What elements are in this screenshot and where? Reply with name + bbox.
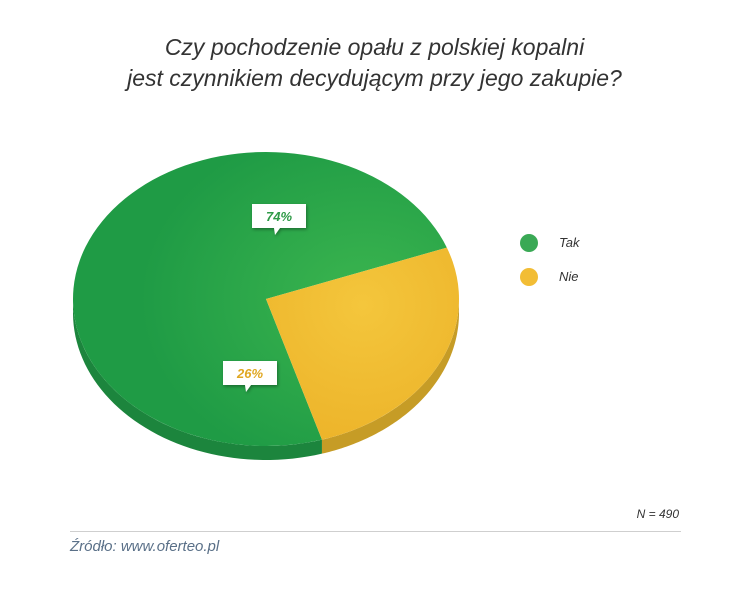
legend-swatch bbox=[520, 234, 538, 252]
chart-title-line-2: jest czynnikiem decydującym przy jego za… bbox=[127, 65, 622, 91]
data-label-tak: 74% bbox=[252, 204, 306, 235]
legend-item-tak: Tak bbox=[520, 234, 581, 252]
legend-swatch bbox=[520, 268, 538, 286]
pie-side-nie bbox=[321, 300, 459, 454]
sample-size: N = 490 bbox=[636, 507, 679, 521]
data-label-box bbox=[252, 204, 306, 235]
legend-item-nie: Nie bbox=[520, 268, 579, 286]
data-label-text: 26% bbox=[236, 366, 263, 381]
source-note: Źródło: www.oferteo.pl bbox=[70, 538, 220, 555]
legend-label: Nie bbox=[559, 269, 579, 284]
chart-title-line-1: Czy pochodzenie opału z polskiej kopalni bbox=[164, 34, 585, 60]
data-label-nie: 26% bbox=[223, 361, 277, 392]
data-label-text: 74% bbox=[266, 209, 292, 224]
legend-label: Tak bbox=[559, 235, 581, 250]
pie-slice-tak bbox=[73, 151, 447, 446]
footer-divider bbox=[70, 531, 681, 532]
pie-slice-nie bbox=[266, 247, 460, 440]
pie-side-tak bbox=[73, 299, 322, 460]
data-label-box bbox=[223, 361, 277, 392]
chart-title: Czy pochodzenie opału z polskiej kopalni… bbox=[0, 32, 749, 94]
